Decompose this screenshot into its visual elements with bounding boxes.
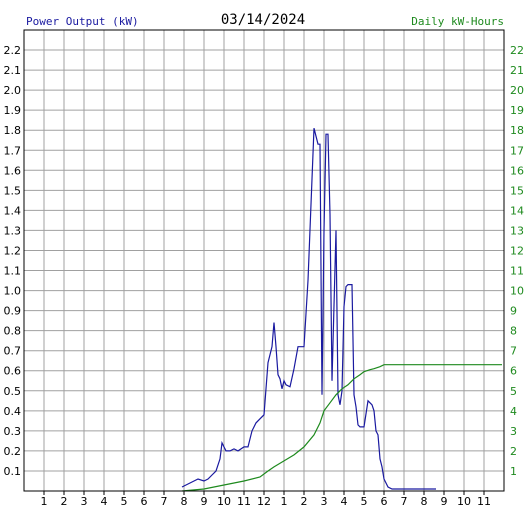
- y2-tick-label: 15: [510, 184, 524, 197]
- y2-tick-label: 21: [510, 64, 524, 77]
- y2-tick-label: 16: [510, 164, 524, 177]
- y2-tick-label: 22: [510, 44, 524, 57]
- y2-tick-label: 12: [510, 244, 524, 257]
- x-tick-label: 9: [201, 495, 208, 508]
- x-tick-label: 1: [41, 495, 48, 508]
- y2-tick-label: 13: [510, 224, 524, 237]
- y-tick-label: 1.3: [4, 224, 22, 237]
- x-tick-label: 2: [61, 495, 68, 508]
- y2-tick-label: 3: [510, 425, 517, 438]
- y2-tick-label: 9: [510, 305, 517, 318]
- y-tick-label: 0.9: [4, 305, 22, 318]
- x-tick-label: 3: [81, 495, 88, 508]
- y2-tick-label: 18: [510, 124, 524, 137]
- x-tick-label: 2: [301, 495, 308, 508]
- y-tick-label: 0.8: [4, 325, 22, 338]
- y-tick-label: 1.0: [4, 285, 22, 298]
- plot-frame: [23, 29, 505, 492]
- y-tick-label: 2.2: [4, 44, 22, 57]
- x-tick-label: 5: [121, 495, 128, 508]
- y-tick-label: 0.1: [4, 465, 22, 478]
- y-tick-label: 1.9: [4, 104, 22, 117]
- chart-date-title: 03/14/2024: [221, 12, 305, 28]
- y2-tick-label: 4: [510, 405, 517, 418]
- y-axis-ticks: 0.1 0.2 0.3 0.4 0.5 0.6 0.7 0.8 0.9 1.0 1.1 1.2 1.3 1…: [4, 44, 22, 478]
- y-tick-label: 1.7: [4, 144, 22, 157]
- y-tick-label: 0.7: [4, 345, 22, 358]
- y-tick-label: 0.3: [4, 425, 22, 438]
- x-tick-label: 10: [457, 495, 471, 508]
- x-tick-label: 11: [237, 495, 251, 508]
- x-tick-label: 7: [401, 495, 408, 508]
- x-tick-label: 12: [257, 495, 271, 508]
- y-tick-label: 1.5: [4, 184, 22, 197]
- y2-tick-label: 20: [510, 84, 524, 97]
- y-tick-label: 0.6: [4, 365, 22, 378]
- y-tick-label: 2.1: [4, 64, 22, 77]
- x-tick-label: 6: [141, 495, 148, 508]
- chart-series: [181, 128, 502, 492]
- x-tick-label: 5: [361, 495, 368, 508]
- y-tick-label: 0.4: [4, 405, 22, 418]
- y-tick-label: 0.2: [4, 445, 22, 458]
- y2-tick-label: 6: [510, 365, 517, 378]
- daily-kwh-line: [181, 364, 502, 492]
- y-tick-label: 1.2: [4, 244, 22, 257]
- power-output-line: [181, 128, 436, 490]
- y-tick-label: 1.8: [4, 124, 22, 137]
- x-tick-label: 1: [281, 495, 288, 508]
- y-tick-label: 1.6: [4, 164, 22, 177]
- x-tick-label: 4: [341, 495, 348, 508]
- y2-tick-label: 8: [510, 325, 517, 338]
- left-axis-title: Power Output (kW): [26, 15, 139, 28]
- y-tick-label: 2.0: [4, 84, 22, 97]
- x-axis-ticks: 1 2 3 4 5 6 7 8 9 10 11 12 1 2 3 4 5 6 7 8 9 10 11: [41, 491, 491, 508]
- y2-tick-label: 2: [510, 445, 517, 458]
- x-tick-label: 11: [477, 495, 491, 508]
- y-tick-label: 1.1: [4, 265, 22, 278]
- x-tick-label: 6: [381, 495, 388, 508]
- y2-tick-label: 10: [510, 285, 524, 298]
- x-tick-label: 8: [181, 495, 188, 508]
- y2-tick-label: 17: [510, 144, 524, 157]
- y-tick-label: 0.5: [4, 385, 22, 398]
- x-tick-label: 7: [161, 495, 168, 508]
- right-axis-title: Daily kW-Hours: [411, 15, 504, 28]
- y2-tick-label: 19: [510, 104, 524, 117]
- x-tick-label: 3: [321, 495, 328, 508]
- x-tick-label: 10: [217, 495, 231, 508]
- plot-grid: [24, 30, 504, 491]
- x-tick-label: 4: [101, 495, 108, 508]
- y2-tick-label: 14: [510, 204, 524, 217]
- x-tick-label: 8: [421, 495, 428, 508]
- y2-tick-label: 11: [510, 265, 524, 278]
- y2-tick-label: 7: [510, 345, 517, 358]
- x-tick-label: 9: [441, 495, 448, 508]
- y2-tick-label: 5: [510, 385, 517, 398]
- y-tick-label: 1.4: [4, 204, 22, 217]
- y2-tick-label: 1: [510, 465, 517, 478]
